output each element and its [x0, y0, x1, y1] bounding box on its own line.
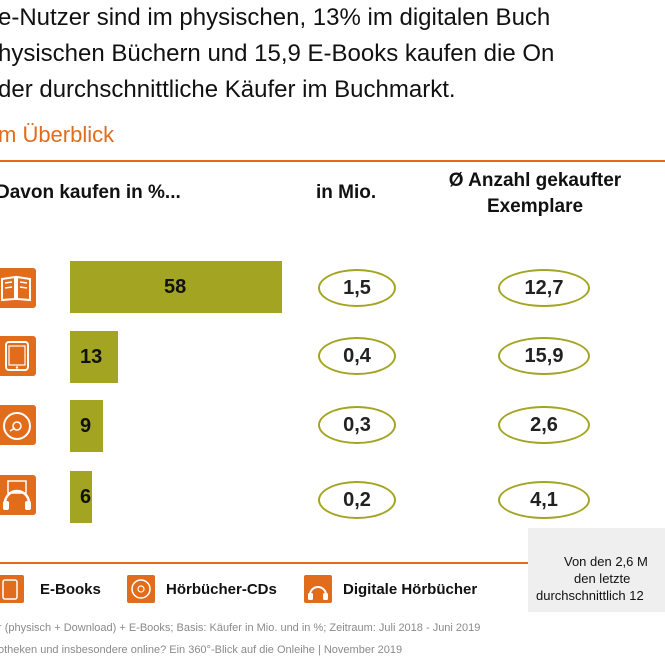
legend-top-divider [0, 562, 528, 564]
top-divider [0, 160, 665, 162]
avg-value-digital-audiobooks: 4,1 [498, 481, 590, 519]
column-header-avg: Ø Anzahl gekaufter Exemplare [430, 168, 640, 220]
mio-value-ebooks: 0,4 [318, 337, 396, 375]
headphones-icon [0, 475, 36, 515]
column-header-avg-line-1: Ø Anzahl gekaufter [448, 170, 622, 191]
bar-label-books: 58 [164, 276, 187, 298]
book-icon [0, 268, 36, 308]
legend-cd-icon [127, 575, 155, 603]
headline-line-1: e-Nutzer sind im physischen, 13% im digi… [0, 4, 551, 31]
bar-label-audiobook-cds: 9 [80, 415, 92, 437]
footer-source-line: r (physisch + Download) + E-Books; Basis… [0, 622, 481, 634]
headline-line-3: der durchschnittliche Käufer im Buchmark… [0, 76, 456, 103]
bar-books [70, 261, 282, 313]
note-line-3: durchschnittlich 12 [536, 588, 644, 603]
legend-label-ebooks: E-Books [40, 581, 101, 598]
avg-value-audiobook-cds: 2,6 [498, 406, 590, 444]
legend-tablet-icon [0, 575, 24, 603]
bar-label-ebooks: 13 [80, 346, 103, 368]
legend-label-digital-audiobooks: Digitale Hörbücher [343, 581, 478, 598]
cd-icon [0, 405, 36, 445]
section-subtitle: m Überblick [0, 122, 115, 147]
mio-value-digital-audiobooks: 0,2 [318, 481, 396, 519]
bar-digital-audiobooks [70, 471, 92, 523]
bar-label-digital-audiobooks: 6 [80, 486, 92, 508]
legend-label-audiobook-cds: Hörbücher-CDs [166, 581, 277, 598]
column-header-share: Davon kaufen in %... [0, 182, 181, 203]
headline-line-2: hysischen Büchern und 15,9 E-Books kaufe… [0, 40, 555, 67]
avg-value-ebooks: 15,9 [498, 337, 590, 375]
bar-audiobook-cds [70, 400, 103, 452]
note-line-1: Von den 2,6 M [564, 554, 648, 569]
column-header-mio: in Mio. [316, 182, 377, 203]
column-header-avg-line-2: Exemplare [486, 196, 584, 217]
note-box: Von den 2,6 M den letzte durchschnittlic… [528, 528, 665, 612]
note-line-2: den letzte [574, 571, 631, 586]
mio-value-audiobook-cds: 0,3 [318, 406, 396, 444]
avg-value-books: 12,7 [498, 269, 590, 307]
bar-ebooks [70, 331, 118, 383]
legend-headphones-icon [304, 575, 332, 603]
tablet-icon [0, 336, 36, 376]
footer-title-line: otheken und insbesondere online? Ein 360… [0, 644, 403, 656]
mio-value-books: 1,5 [318, 269, 396, 307]
